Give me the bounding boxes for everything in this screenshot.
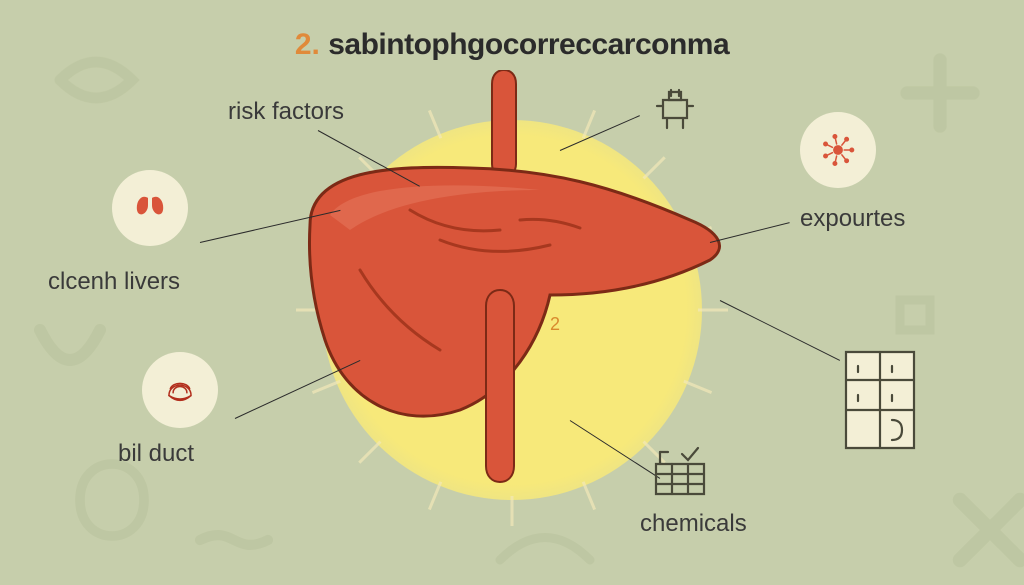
- title-number: 2.: [295, 28, 320, 61]
- label-chemicals: chemicals: [640, 510, 747, 538]
- icon-robot: [630, 53, 720, 163]
- infographic-stage: 2. sabintophgocorreccarconma 2 risk fact…: [0, 0, 1024, 585]
- icon-clcenh-livers: [112, 170, 188, 246]
- icon-bil-duct: [142, 352, 218, 428]
- icon-cabinet: [835, 345, 925, 455]
- tiny-2-mark: 2: [550, 314, 560, 334]
- label-clcenh-livers: clcenh livers: [48, 268, 180, 296]
- page-title: 2. sabintophgocorreccarconma: [0, 28, 1024, 62]
- icon-chemicals: [635, 415, 725, 525]
- icon-expourtes: [800, 112, 876, 188]
- label-bil-duct: bil duct: [118, 440, 194, 468]
- label-risk-factors: risk factors: [228, 98, 344, 126]
- label-expourtes: expourtes: [800, 205, 905, 233]
